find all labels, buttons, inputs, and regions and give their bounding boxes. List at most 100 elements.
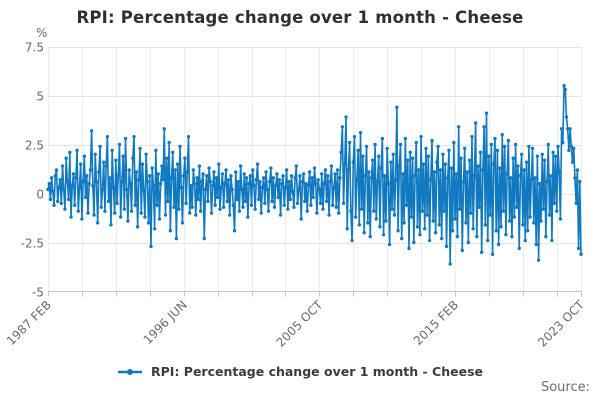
data-point-marker[interactable] — [393, 178, 398, 182]
data-point-marker[interactable] — [400, 236, 404, 241]
data-point-marker[interactable] — [312, 166, 317, 170]
data-point-marker[interactable] — [163, 213, 168, 217]
data-point-marker[interactable] — [540, 152, 544, 156]
data-point-marker[interactable] — [71, 172, 76, 176]
data-point-marker[interactable] — [191, 168, 196, 172]
data-point-marker[interactable] — [551, 150, 555, 155]
data-point-marker[interactable] — [255, 162, 260, 166]
data-point-marker[interactable] — [241, 205, 245, 209]
data-point-marker[interactable] — [150, 166, 154, 170]
data-point-marker[interactable] — [572, 146, 576, 151]
data-point-marker[interactable] — [131, 156, 135, 160]
data-point-marker[interactable] — [299, 217, 303, 221]
data-point-marker[interactable] — [326, 174, 330, 178]
data-point-marker[interactable] — [260, 185, 265, 190]
data-point-marker[interactable] — [111, 185, 116, 190]
data-point-marker[interactable] — [197, 164, 202, 168]
data-point-marker[interactable] — [201, 172, 205, 176]
data-point-marker[interactable] — [358, 131, 363, 135]
data-point-marker[interactable] — [494, 229, 498, 233]
data-point-marker[interactable] — [454, 172, 458, 176]
data-point-marker[interactable] — [553, 154, 558, 158]
data-point-marker[interactable] — [246, 215, 250, 219]
data-point-marker[interactable] — [293, 176, 297, 180]
data-point-marker[interactable] — [380, 136, 385, 141]
data-point-marker[interactable] — [123, 136, 128, 141]
data-point-marker[interactable] — [351, 160, 355, 164]
data-point-marker[interactable] — [69, 215, 73, 219]
data-point-marker[interactable] — [396, 229, 400, 233]
data-point-marker[interactable] — [208, 180, 213, 184]
data-point-marker[interactable] — [526, 229, 530, 233]
data-point-marker[interactable] — [228, 213, 232, 217]
data-point-marker[interactable] — [522, 168, 526, 172]
data-point-marker[interactable] — [362, 231, 366, 235]
data-point-marker[interactable] — [183, 156, 187, 160]
data-point-marker[interactable] — [466, 240, 471, 245]
data-point-marker[interactable] — [498, 166, 502, 170]
data-point-marker[interactable] — [552, 201, 557, 205]
data-point-marker[interactable] — [448, 262, 452, 266]
data-point-marker[interactable] — [283, 185, 288, 190]
data-point-marker[interactable] — [431, 219, 435, 223]
data-point-marker[interactable] — [178, 144, 182, 149]
data-point-marker[interactable] — [335, 168, 340, 172]
data-point-marker[interactable] — [317, 187, 322, 192]
data-point-marker[interactable] — [60, 164, 65, 168]
data-point-marker[interactable] — [167, 140, 171, 145]
data-point-marker[interactable] — [252, 183, 256, 188]
data-point-marker[interactable] — [361, 154, 365, 158]
data-point-marker[interactable] — [435, 160, 439, 164]
data-point-marker[interactable] — [512, 215, 517, 219]
data-point-marker[interactable] — [62, 187, 66, 192]
data-point-marker[interactable] — [352, 134, 357, 139]
data-point-marker[interactable] — [513, 142, 518, 147]
data-point-marker[interactable] — [258, 180, 262, 184]
data-point-marker[interactable] — [502, 144, 507, 149]
data-point-marker[interactable] — [114, 158, 118, 162]
data-point-marker[interactable] — [385, 146, 389, 151]
data-point-marker[interactable] — [568, 127, 572, 131]
data-point-marker[interactable] — [86, 211, 90, 215]
data-point-marker[interactable] — [563, 87, 567, 92]
data-point-marker[interactable] — [95, 221, 100, 225]
data-point-marker[interactable] — [160, 164, 164, 168]
data-point-marker[interactable] — [203, 187, 208, 192]
data-point-marker[interactable] — [304, 182, 308, 186]
data-point-marker[interactable] — [184, 201, 188, 205]
data-point-marker[interactable] — [142, 187, 146, 192]
data-point-marker[interactable] — [235, 197, 239, 202]
data-point-marker[interactable] — [240, 187, 244, 192]
data-point-marker[interactable] — [47, 182, 51, 186]
data-point-marker[interactable] — [236, 180, 240, 184]
data-point-marker[interactable] — [278, 213, 283, 217]
data-point-marker[interactable] — [281, 174, 285, 178]
data-point-marker[interactable] — [511, 156, 515, 160]
data-point-marker[interactable] — [83, 195, 88, 200]
data-point-marker[interactable] — [172, 205, 176, 209]
data-point-marker[interactable] — [478, 150, 483, 155]
data-point-marker[interactable] — [214, 176, 219, 180]
data-point-marker[interactable] — [328, 180, 332, 184]
data-point-marker[interactable] — [261, 176, 266, 180]
data-point-marker[interactable] — [173, 168, 177, 172]
data-point-marker[interactable] — [59, 201, 64, 205]
data-point-marker[interactable] — [349, 209, 353, 213]
data-point-marker[interactable] — [303, 199, 307, 204]
data-point-marker[interactable] — [545, 180, 549, 184]
data-point-marker[interactable] — [419, 134, 423, 139]
data-point-marker[interactable] — [120, 180, 124, 184]
data-point-marker[interactable] — [231, 203, 236, 207]
data-point-marker[interactable] — [151, 183, 156, 188]
data-point-marker[interactable] — [98, 144, 102, 149]
data-point-marker[interactable] — [534, 242, 538, 247]
data-point-marker[interactable] — [391, 152, 395, 156]
data-point-marker[interactable] — [412, 240, 416, 245]
data-point-marker[interactable] — [487, 154, 491, 158]
data-point-marker[interactable] — [367, 170, 371, 174]
data-point-marker[interactable] — [244, 176, 249, 180]
data-point-marker[interactable] — [373, 142, 377, 147]
data-point-marker[interactable] — [427, 238, 432, 243]
data-point-marker[interactable] — [322, 182, 326, 186]
